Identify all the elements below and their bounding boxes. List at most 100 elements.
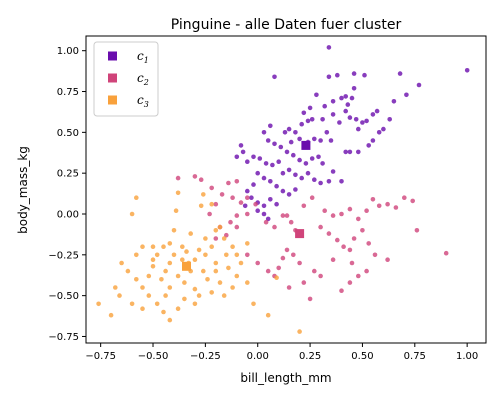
data-point-c1-66 [299,175,305,181]
data-point-c3-20 [217,224,223,230]
data-point-c1-79 [280,188,286,194]
data-point-c1-53 [320,161,325,166]
data-point-c3-39 [192,286,198,292]
data-point-c2-30 [339,211,344,217]
data-point-c1-83 [245,188,250,194]
data-point-c3-10 [161,244,166,249]
data-point-c2-17 [234,224,240,230]
data-point-c1-84 [249,195,254,200]
data-point-c1-47 [284,149,290,155]
data-point-c2-65 [443,250,449,256]
y-tick-label: 1.00 [57,46,79,57]
data-point-c3-54 [182,296,187,302]
data-point-c1-23 [347,115,353,120]
data-point-c1-26 [360,120,365,125]
data-point-c1-48 [291,152,296,158]
y-tick-label: −0.50 [48,291,79,302]
data-point-c2-41 [326,231,332,236]
data-point-c1-99 [301,110,307,116]
data-point-c1-63 [280,170,286,176]
data-point-c2-4 [226,180,231,186]
data-point-c3-42 [209,290,214,295]
data-point-c2-21 [272,224,277,230]
data-point-c2-12 [213,201,219,207]
data-point-c2-9 [245,195,250,200]
data-point-c1-19 [320,117,325,122]
y-tick-label: 0.00 [57,209,79,220]
data-point-c1-25 [356,126,361,132]
data-point-c1-32 [299,121,305,127]
data-point-c3-31 [146,273,152,279]
data-point-c1-16 [330,99,336,104]
data-point-c1-90 [255,208,260,213]
data-point-c1-68 [312,177,317,182]
data-point-c1-38 [318,138,323,143]
data-point-c3-36 [175,273,181,279]
data-point-c3-48 [238,260,244,266]
data-point-c1-74 [330,169,336,174]
data-point-c3-49 [245,280,250,285]
data-point-c3-27 [119,260,124,266]
data-point-c3-17 [203,236,208,241]
legend: c1 c2 c3 [93,41,159,117]
data-point-c3-72 [163,268,168,274]
y-tick-label: 0.75 [57,87,79,98]
data-point-c2-50 [356,273,361,279]
data-point-c3-58 [113,285,118,290]
data-point-c1-6 [397,71,403,76]
data-point-c1-71 [339,179,344,184]
data-point-c2-3 [209,185,214,191]
data-point-c1-98 [387,117,393,122]
data-point-c1-70 [326,179,332,184]
data-point-c3-11 [167,241,173,246]
data-point-c2-47 [366,241,372,246]
data-point-c3-59 [108,312,114,318]
data-point-c3-16 [196,247,202,253]
x-tick-label: 0.75 [404,351,426,362]
data-point-c3-35 [167,285,173,290]
data-point-c1-43 [261,130,267,135]
data-point-c1-22 [343,108,349,114]
data-point-c3-47 [234,273,240,279]
data-point-c3-32 [150,264,156,269]
data-point-c3-62 [146,293,152,298]
data-point-c2-69 [307,296,313,302]
x-tick-label: 0.25 [299,351,321,362]
data-point-c3-4 [173,208,179,213]
data-point-c3-71 [221,236,227,241]
data-point-c1-100 [307,105,313,111]
chart-title: Pinguine - alle Daten fuer cluster [171,17,402,33]
data-point-c3-3 [198,203,204,209]
legend-marker-c2 [108,73,117,83]
data-point-c3-55 [192,301,198,307]
data-point-c3-0 [134,195,139,200]
data-point-c2-34 [370,197,376,202]
data-point-c1-46 [278,144,284,150]
data-point-c2-5 [234,179,240,184]
data-point-c2-64 [245,252,250,258]
data-point-c2-20 [263,219,269,225]
data-point-c1-24 [353,117,359,122]
data-point-c1-49 [297,157,302,163]
data-point-c1-82 [251,182,256,187]
data-point-c3-56 [129,301,135,307]
data-point-c2-6 [219,192,225,197]
data-point-c3-33 [159,277,164,282]
data-point-c1-31 [305,118,311,124]
data-point-c3-61 [117,293,122,298]
data-point-c1-13 [349,95,355,101]
data-point-c1-45 [272,141,277,147]
data-point-c1-3 [326,74,332,80]
data-point-c1-76 [261,175,267,181]
data-point-c3-8 [150,244,156,249]
data-point-c1-93 [356,149,361,155]
data-point-c2-33 [364,208,369,213]
legend-label-c3: c3 [137,93,149,109]
data-point-c3-69 [171,228,177,233]
data-point-c1-44 [265,138,271,143]
legend-label-c2: c2 [137,71,149,87]
data-point-c2-56 [280,255,286,261]
data-point-c3-66 [150,257,156,263]
data-point-c1-95 [370,138,376,143]
data-point-c3-14 [184,249,189,254]
